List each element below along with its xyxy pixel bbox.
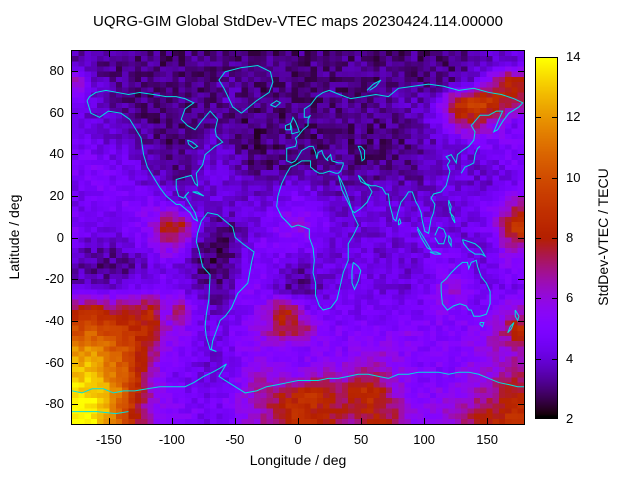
x-tick-mark [487, 418, 488, 424]
colorbar-tick-mark [536, 178, 541, 179]
x-tick-label: -50 [225, 432, 245, 447]
colorbar-tick-mark [552, 117, 557, 118]
colorbar-tick-mark [552, 298, 557, 299]
coastline-path [480, 322, 484, 326]
y-tick-mark [72, 279, 78, 280]
colorbar-tick-label: 10 [566, 169, 581, 185]
y-tick-mark [72, 113, 78, 114]
coastline-path [188, 140, 198, 148]
y-tick-label: -60 [45, 354, 64, 370]
coastline-path [417, 227, 431, 250]
coastline-overlay [72, 51, 524, 424]
colorbar-tick-label: 2 [566, 411, 574, 426]
x-tick-label: 50 [353, 432, 369, 447]
x-axis-label: Longitude / deg [249, 452, 347, 468]
x-tick-mark [361, 418, 362, 424]
coastline-path [72, 364, 524, 393]
coastline-path [462, 240, 485, 257]
x-tick-mark [109, 51, 110, 57]
y-tick-mark [72, 238, 78, 239]
y-tick-mark [72, 321, 78, 322]
y-tick-mark [518, 238, 524, 239]
plot-area [71, 50, 525, 425]
x-tick-mark [109, 418, 110, 424]
y-tick-mark [518, 196, 524, 197]
y-tick-mark [72, 363, 78, 364]
y-tick-mark [518, 321, 524, 322]
chart-title: UQRG-GIM Global StdDev-VTEC maps 2023042… [93, 13, 503, 30]
coastline-path [461, 146, 480, 173]
x-tick-mark [172, 418, 173, 424]
x-tick-mark [298, 51, 299, 57]
colorbar-tick-label: 12 [566, 109, 581, 125]
coastline-path [193, 192, 204, 196]
coastline-path [508, 322, 514, 332]
colorbar-label: StdDev-VTEC / TECU [595, 168, 611, 306]
colorbar-tick-mark [552, 178, 557, 179]
y-tick-mark [72, 154, 78, 155]
y-tick-label: 20 [49, 187, 64, 203]
coastline-path [219, 66, 273, 114]
colorbar-tick-mark [552, 238, 557, 239]
colorbar-tick-mark [536, 238, 541, 239]
x-tick-label: 0 [294, 432, 302, 447]
coastline-path [430, 252, 441, 254]
colorbar-tick-mark [536, 298, 541, 299]
colorbar [535, 57, 558, 419]
colorbar-tick-label: 4 [566, 350, 574, 366]
x-tick-mark [172, 51, 173, 57]
coastline-path [449, 235, 452, 245]
colorbar-gradient [536, 58, 557, 418]
y-tick-label: 60 [49, 104, 64, 120]
x-tick-label: 150 [476, 432, 498, 447]
coastline-path [285, 124, 290, 130]
coastline-path [270, 101, 280, 107]
y-tick-mark [518, 363, 524, 364]
y-tick-mark [518, 279, 524, 280]
x-tick-mark [424, 51, 425, 57]
y-tick-mark [518, 404, 524, 405]
coastline-path [87, 90, 223, 221]
x-tick-mark [361, 51, 362, 57]
colorbar-tick-label: 8 [566, 230, 574, 245]
y-tick-mark [72, 404, 78, 405]
x-tick-mark [298, 418, 299, 424]
coastline-path [277, 84, 523, 310]
colorbar-tick-mark [552, 359, 557, 360]
y-tick-mark [518, 71, 524, 72]
y-tick-label: -40 [45, 312, 64, 328]
coastline-path [398, 219, 401, 225]
coastline-path [72, 412, 129, 414]
colorbar-tick-mark [536, 359, 541, 360]
coastline-path [358, 146, 364, 161]
x-tick-label: 100 [413, 432, 435, 447]
coastline-path [352, 262, 361, 289]
y-tick-mark [518, 113, 524, 114]
y-tick-label: 40 [49, 146, 64, 162]
x-tick-mark [235, 418, 236, 424]
y-tick-label: -80 [45, 396, 64, 412]
coastline-path [441, 260, 490, 316]
coastline-path [290, 117, 299, 134]
y-tick-label: 80 [49, 62, 64, 78]
y-tick-mark [72, 196, 78, 197]
x-tick-mark [235, 51, 236, 57]
coastline-path [367, 80, 381, 90]
x-tick-mark [487, 51, 488, 57]
y-tick-label: 0 [56, 229, 64, 245]
y-tick-mark [72, 71, 78, 72]
y-tick-mark [518, 154, 524, 155]
coastline-path [449, 200, 455, 223]
y-tick-label: -20 [45, 271, 64, 287]
coastline-path [515, 310, 519, 320]
x-tick-label: -150 [95, 432, 122, 447]
coastline-path [435, 227, 446, 244]
coastline-path [196, 213, 254, 352]
colorbar-tick-label: 6 [566, 290, 574, 306]
x-tick-mark [424, 418, 425, 424]
x-tick-label: -100 [158, 432, 185, 447]
colorbar-tick-mark [536, 117, 541, 118]
colorbar-tick-label: 14 [566, 49, 581, 64]
